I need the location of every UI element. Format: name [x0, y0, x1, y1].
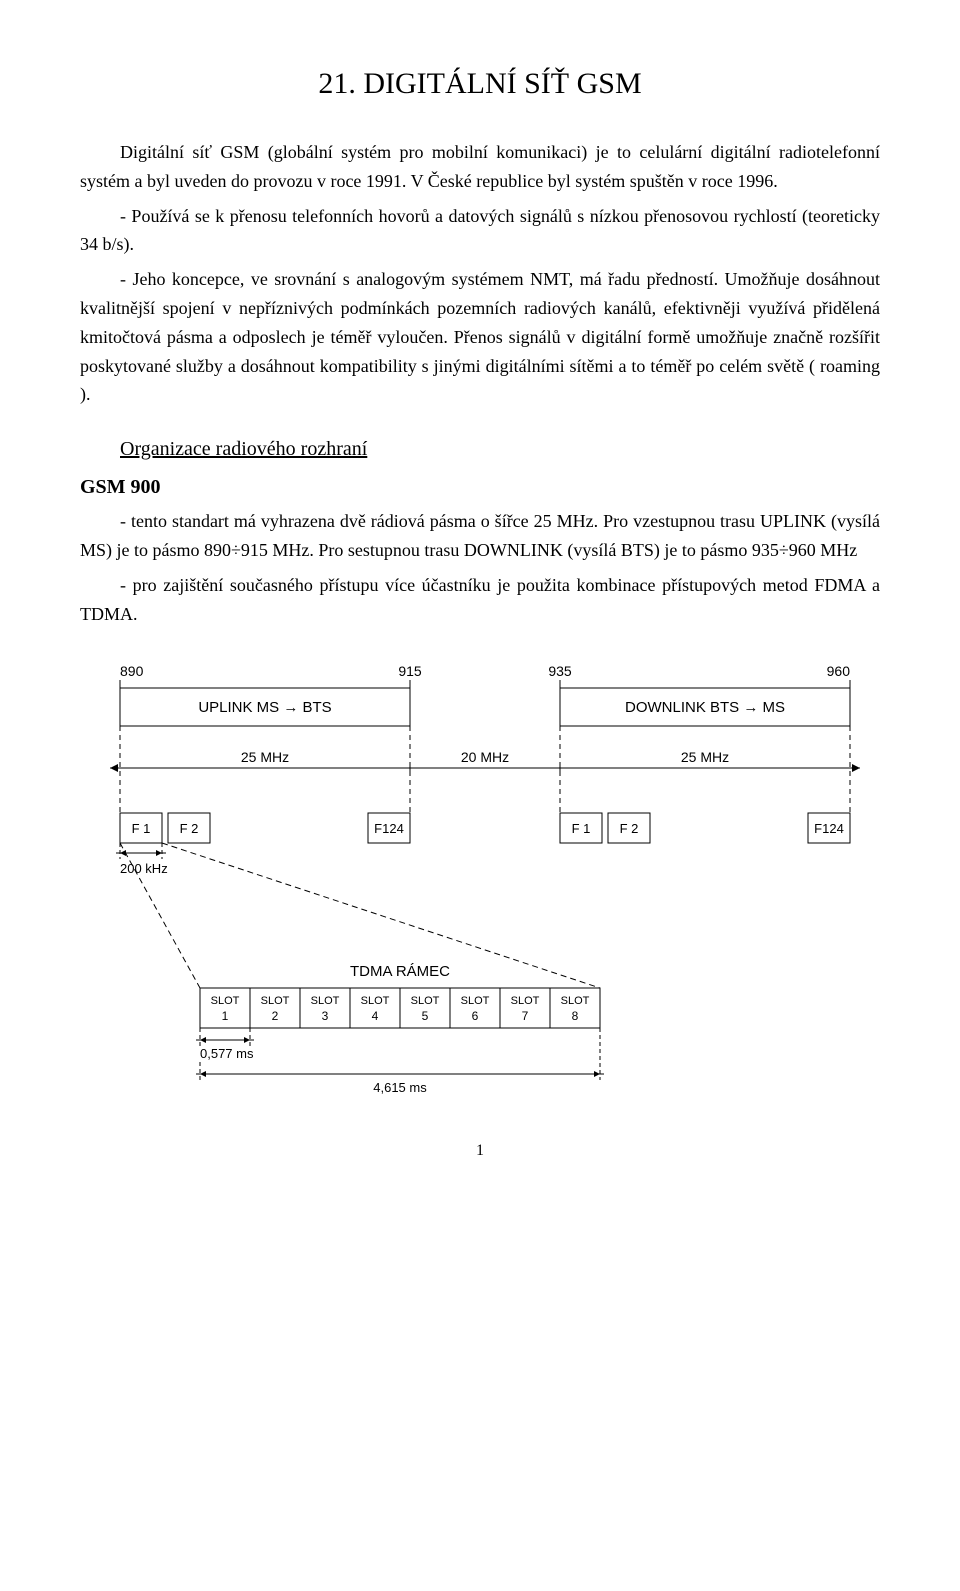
svg-text:SLOT: SLOT — [411, 995, 440, 1007]
svg-text:F 1: F 1 — [132, 821, 151, 836]
svg-text:SLOT: SLOT — [361, 995, 390, 1007]
svg-text:960: 960 — [827, 663, 851, 679]
svg-text:4,615 ms: 4,615 ms — [373, 1080, 427, 1095]
page-number: 1 — [80, 1138, 880, 1164]
svg-text:5: 5 — [422, 1009, 429, 1023]
paragraph-2: - Používá se k přenosu telefonních hovor… — [80, 202, 880, 260]
svg-text:UPLINK MS → BTS: UPLINK MS → BTS — [198, 699, 331, 716]
page-title: 21. DIGITÁLNÍ SÍŤ GSM — [80, 60, 880, 108]
svg-text:0,577 ms: 0,577 ms — [200, 1046, 254, 1061]
subheading-organization: Organizace radiového rozhraní — [80, 433, 880, 465]
svg-text:25 MHz: 25 MHz — [681, 749, 729, 765]
svg-text:200 kHz: 200 kHz — [120, 861, 168, 876]
frequency-tdma-diagram: 890 915 935 960 UPLINK MS → BTS DOWNLINK BTS … — [80, 658, 880, 1118]
svg-text:TDMA RÁMEC: TDMA RÁMEC — [350, 963, 450, 980]
svg-text:DOWNLINK BTS → MS: DOWNLINK BTS → MS — [625, 699, 785, 716]
svg-text:1: 1 — [222, 1009, 229, 1023]
svg-text:4: 4 — [372, 1009, 379, 1023]
svg-text:20 MHz: 20 MHz — [461, 749, 509, 765]
svg-text:8: 8 — [572, 1009, 579, 1023]
svg-text:F 2: F 2 — [180, 821, 199, 836]
paragraph-1: Digitální síť GSM (globální systém pro m… — [80, 138, 880, 196]
svg-text:SLOT: SLOT — [311, 995, 340, 1007]
svg-text:935: 935 — [548, 663, 572, 679]
svg-text:3: 3 — [322, 1009, 329, 1023]
svg-text:890: 890 — [120, 663, 144, 679]
paragraph-4: - tento standart má vyhrazena dvě rádiov… — [80, 507, 880, 565]
gsm900-label: GSM 900 — [80, 471, 880, 503]
svg-text:SLOT: SLOT — [211, 995, 240, 1007]
svg-text:7: 7 — [522, 1009, 529, 1023]
svg-text:SLOT: SLOT — [511, 995, 540, 1007]
svg-text:SLOT: SLOT — [261, 995, 290, 1007]
paragraph-3: - Jeho koncepce, ve srovnání s analogový… — [80, 265, 880, 409]
paragraph-5: - pro zajištění současného přístupu více… — [80, 571, 880, 629]
svg-text:F 1: F 1 — [572, 821, 591, 836]
svg-text:6: 6 — [472, 1009, 479, 1023]
svg-text:2: 2 — [272, 1009, 279, 1023]
svg-text:F124: F124 — [814, 821, 844, 836]
svg-text:SLOT: SLOT — [561, 995, 590, 1007]
svg-text:F 2: F 2 — [620, 821, 639, 836]
svg-text:915: 915 — [398, 663, 422, 679]
svg-text:F124: F124 — [374, 821, 404, 836]
svg-text:25 MHz: 25 MHz — [241, 749, 289, 765]
svg-text:SLOT: SLOT — [461, 995, 490, 1007]
